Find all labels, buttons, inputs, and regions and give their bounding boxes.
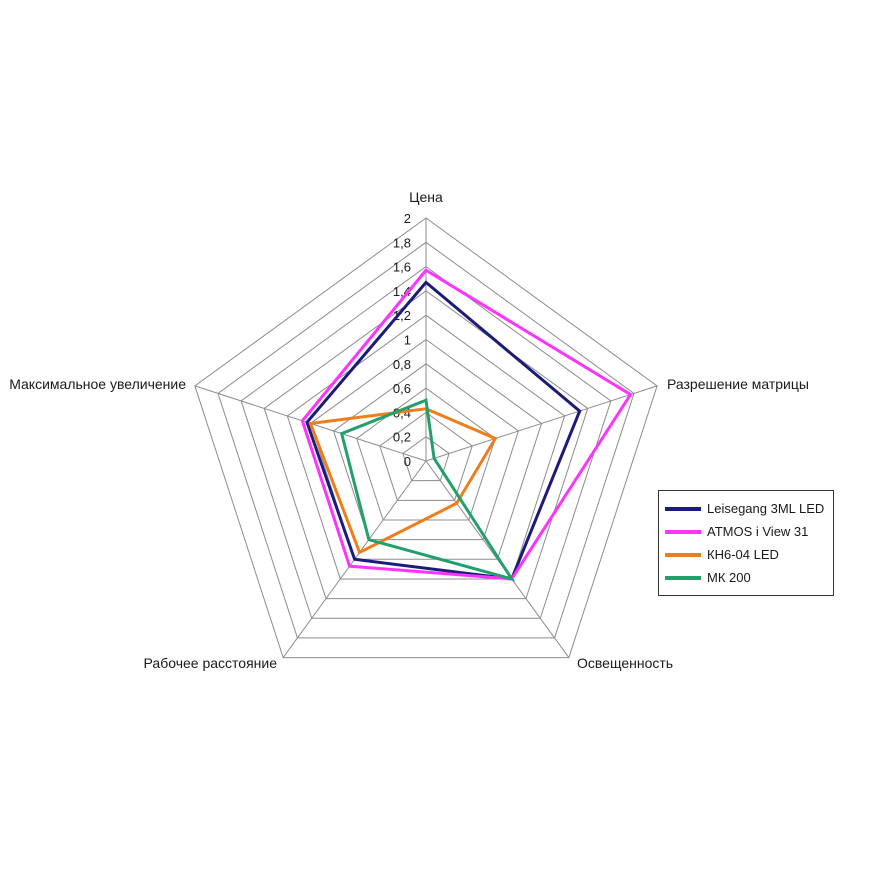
axis-label: Рабочее расстояние xyxy=(144,655,278,671)
legend-swatch xyxy=(665,529,701,534)
series-line xyxy=(339,398,516,582)
tick-label: 1 xyxy=(404,333,411,348)
legend-label: МК 200 xyxy=(707,570,751,585)
legend-label: КН6-04 LED xyxy=(707,547,779,562)
grid-ring xyxy=(240,265,612,619)
grid-ring xyxy=(286,314,566,580)
tick-label: 0,8 xyxy=(393,357,411,372)
legend-item: КН6-04 LED xyxy=(665,543,833,566)
legend-item: Leisegang 3ML LED xyxy=(665,497,833,520)
series-line xyxy=(300,268,633,581)
tick-label: 0 xyxy=(404,454,411,469)
grid-ring xyxy=(217,241,635,639)
axis-spoke xyxy=(425,385,658,462)
grid-ring xyxy=(309,338,543,560)
radar-series xyxy=(300,268,633,582)
tick-label: 1,6 xyxy=(393,260,411,275)
legend-label: Leisegang 3ML LED xyxy=(707,501,825,516)
legend-item: МК 200 xyxy=(665,566,833,589)
grid-ring xyxy=(194,217,658,659)
tick-label: 2 xyxy=(404,211,411,226)
radial-tick-labels: 00,20,40,60,811,21,41,61,82 xyxy=(393,211,411,469)
axis-labels: Цена Разрешение матрицы Освещенность Рабоче… xyxy=(9,189,809,671)
tick-label: 1,2 xyxy=(393,308,411,323)
legend-swatch xyxy=(665,506,701,511)
axis-label: Разрешение матрицы xyxy=(667,376,809,392)
legend-swatch xyxy=(665,552,701,557)
tick-label: 0,6 xyxy=(393,381,411,396)
axis-label: Освещенность xyxy=(577,655,673,671)
grid-ring xyxy=(379,411,473,501)
grid-ring xyxy=(263,290,589,600)
tick-label: 1,8 xyxy=(393,235,411,250)
tick-label: 0,2 xyxy=(393,430,411,445)
legend-swatch xyxy=(665,575,701,580)
grid-ring xyxy=(402,436,450,482)
series-line xyxy=(305,280,582,581)
series-line xyxy=(308,407,498,555)
legend-item: ATMOS i View 31 xyxy=(665,520,833,543)
legend: Leisegang 3ML LED ATMOS i View 31 КН6-04… xyxy=(658,490,834,596)
legend-label: ATMOS i View 31 xyxy=(707,524,809,539)
axis-label: Цена xyxy=(409,189,443,205)
axis-label: Максимальное увеличение xyxy=(9,376,186,392)
